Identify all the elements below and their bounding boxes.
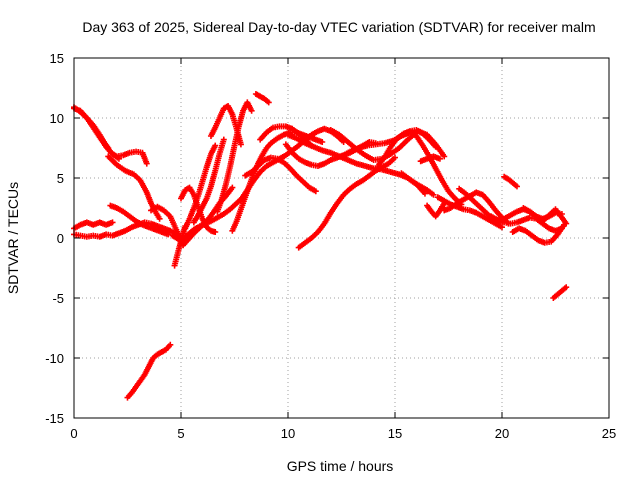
x-axis-label: GPS time / hours bbox=[287, 458, 394, 474]
series-track-u bbox=[257, 123, 315, 149]
series-track-m bbox=[182, 142, 219, 232]
x-tick-label: 10 bbox=[281, 426, 295, 441]
series-track-ab bbox=[398, 170, 437, 198]
data-point bbox=[248, 107, 255, 114]
data-point bbox=[212, 142, 219, 149]
series-track-al bbox=[520, 205, 570, 227]
y-tick-label: 0 bbox=[57, 231, 64, 246]
x-tick-label: 0 bbox=[70, 426, 77, 441]
series-track-v bbox=[282, 139, 379, 169]
chart-title: Day 363 of 2025, Sidereal Day-to-day VTE… bbox=[82, 19, 595, 35]
series-track-ai bbox=[488, 213, 565, 234]
y-tick-label: -5 bbox=[52, 291, 64, 306]
y-tick-label: 15 bbox=[50, 51, 64, 66]
data-point bbox=[432, 143, 439, 150]
data-point bbox=[212, 229, 219, 235]
data-point bbox=[167, 341, 174, 348]
data-point bbox=[165, 231, 172, 238]
data-point bbox=[392, 154, 398, 161]
x-tick-label: 15 bbox=[388, 426, 402, 441]
x-tick-label: 5 bbox=[177, 426, 184, 441]
series-track-ad bbox=[417, 153, 443, 165]
data-point bbox=[430, 191, 437, 198]
x-tick-label: 20 bbox=[495, 426, 509, 441]
y-tick-label: -15 bbox=[45, 411, 64, 426]
data-point bbox=[312, 188, 319, 195]
data-point bbox=[143, 160, 150, 167]
series-track-f bbox=[71, 219, 116, 232]
y-axis-label: SDTVAR / TECUs bbox=[5, 182, 21, 294]
series-track-ac bbox=[400, 127, 439, 150]
series-track-aj bbox=[501, 173, 520, 190]
grid-lines bbox=[74, 58, 609, 418]
data-point bbox=[237, 141, 244, 148]
data-points bbox=[71, 91, 570, 401]
series-track-t bbox=[252, 91, 272, 106]
series-track-n bbox=[190, 136, 227, 226]
data-point bbox=[265, 99, 272, 106]
data-point bbox=[319, 139, 326, 145]
data-point bbox=[115, 155, 122, 162]
y-tick-label: 5 bbox=[57, 171, 64, 186]
data-point bbox=[563, 220, 570, 227]
data-point bbox=[436, 155, 443, 162]
x-tick-label: 25 bbox=[602, 426, 616, 441]
data-point bbox=[156, 215, 163, 222]
data-point bbox=[441, 153, 448, 160]
series-track-am bbox=[550, 284, 570, 301]
y-tick-label: -10 bbox=[45, 351, 64, 366]
y-tick-label: 10 bbox=[50, 111, 64, 126]
data-point bbox=[499, 224, 505, 231]
data-point bbox=[513, 183, 520, 190]
series-track-g bbox=[107, 202, 172, 238]
series-track-h bbox=[124, 341, 174, 401]
series-track-aa bbox=[374, 128, 465, 208]
data-point bbox=[563, 284, 570, 291]
series-track-ae bbox=[424, 200, 448, 220]
data-point bbox=[109, 219, 116, 226]
data-point bbox=[229, 184, 236, 191]
data-point bbox=[220, 136, 227, 143]
series-track-w bbox=[295, 154, 398, 251]
series-track-p bbox=[207, 103, 244, 148]
axis-ticks: 0 5 10 15 20 25 -15 -10 -5 0 5 10 15 bbox=[45, 51, 616, 441]
series-track-c bbox=[71, 104, 122, 162]
